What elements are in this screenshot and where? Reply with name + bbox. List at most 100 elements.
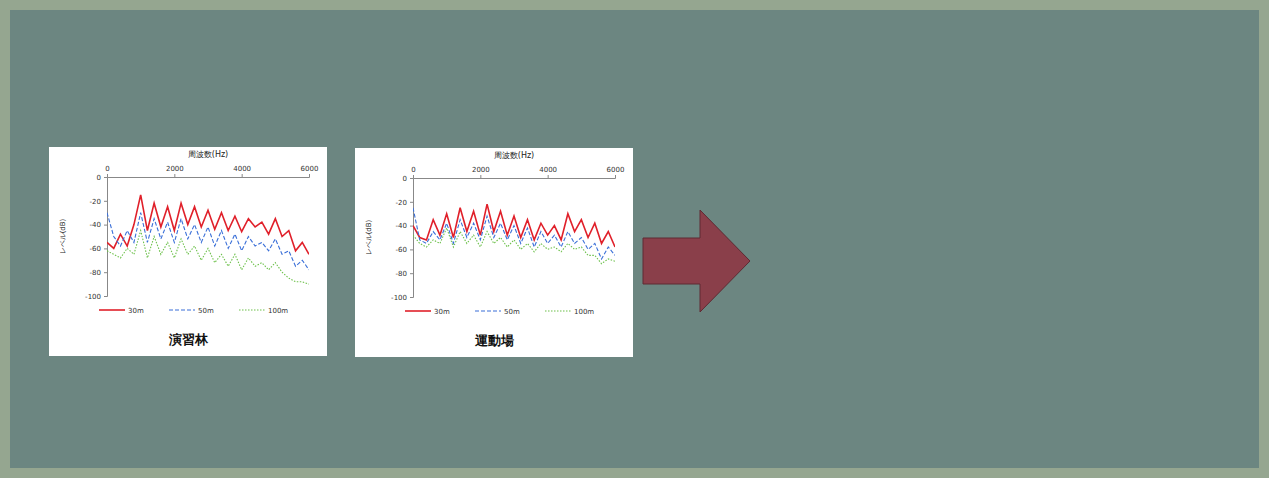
y-tick-mark	[104, 272, 107, 273]
x-axis: 0 2000 4000 6000	[105, 165, 318, 178]
x-tick: 6000	[607, 166, 625, 178]
y-axis-title: レベル(dB)	[59, 218, 67, 254]
y-tick-label: -100	[391, 294, 407, 302]
y-tick-label: -80	[396, 270, 407, 278]
x-tick-mark	[548, 175, 549, 178]
x-tick-mark	[480, 175, 481, 178]
x-tick-mark	[413, 175, 414, 178]
legend-label: 50m	[198, 307, 214, 315]
x-axis-line	[414, 175, 616, 179]
y-tick: -60	[90, 245, 107, 253]
x-tick-label: 4000	[233, 165, 251, 173]
legend: 30m 50m 100m	[405, 308, 594, 316]
y-tick: -60	[396, 246, 413, 254]
x-tick: 0	[411, 166, 415, 178]
legend-label: 50m	[504, 308, 520, 316]
x-tick: 4000	[233, 165, 251, 177]
y-tick-mark	[104, 177, 107, 178]
chart-panel: 周波数(Hz) 0 2000 4000 6000 0 -20 -40 -60 -80 -100 レベル…	[49, 147, 327, 356]
legend-label: 100m	[268, 307, 288, 315]
x-tick-mark	[242, 174, 243, 177]
legend-label: 100m	[574, 308, 594, 316]
chart-panel: 周波数(Hz) 0 2000 4000 6000 0 -20 -40 -60 -80 -100 レベル…	[355, 148, 633, 357]
legend-item: 50m	[475, 308, 520, 316]
series-line	[413, 208, 615, 259]
legend-swatch	[405, 310, 431, 312]
x-axis-title: 周波数(Hz)	[494, 151, 534, 160]
y-axis: 0 -20 -40 -60 -80 -100	[391, 175, 413, 302]
y-tick: -80	[90, 269, 107, 277]
y-tick-mark	[410, 226, 413, 227]
legend-item: 100m	[239, 307, 288, 315]
x-tick: 2000	[472, 166, 490, 178]
y-axis: 0 -20 -40 -60 -80 -100	[85, 174, 107, 301]
series-line	[107, 231, 309, 285]
arrow	[643, 210, 750, 312]
y-tick-mark	[410, 178, 413, 179]
x-tick-mark	[107, 174, 108, 177]
y-tick-label: -20	[90, 198, 101, 206]
y-tick-label: -100	[85, 293, 101, 301]
chart: 周波数(Hz) 0 2000 4000 6000 0 -20 -40 -60 -80 -100 レベル…	[355, 148, 633, 357]
x-tick-mark	[174, 174, 175, 177]
y-tick-label: -40	[90, 221, 101, 229]
y-tick-mark	[410, 297, 413, 298]
y-tick-label: -20	[396, 199, 407, 207]
x-tick-label: 4000	[539, 166, 557, 174]
legend: 30m 50m 100m	[99, 307, 288, 315]
y-tick: -40	[90, 221, 107, 229]
y-tick-label: -40	[396, 222, 407, 230]
x-tick-label: 0	[105, 165, 109, 173]
y-axis-line	[410, 179, 414, 298]
y-tick: -20	[90, 198, 107, 206]
slide-panel	[10, 10, 1259, 468]
x-tick-mark	[309, 174, 310, 177]
x-tick-label: 2000	[472, 166, 490, 174]
y-tick-label: -60	[396, 246, 407, 254]
y-tick-mark	[410, 249, 413, 250]
y-tick-mark	[104, 248, 107, 249]
x-tick: 2000	[166, 165, 184, 177]
y-tick: 0	[403, 175, 413, 183]
x-tick-label: 2000	[166, 165, 184, 173]
legend-item: 50m	[169, 307, 214, 315]
legend-swatch	[169, 309, 195, 310]
x-tick-mark	[615, 175, 616, 178]
y-tick: -100	[85, 293, 107, 301]
chart: 周波数(Hz) 0 2000 4000 6000 0 -20 -40 -60 -80 -100 レベル…	[49, 147, 327, 356]
caption: 運動場	[474, 333, 514, 348]
y-tick-label: -60	[90, 245, 101, 253]
y-axis-line	[104, 178, 108, 297]
legend-label: 30m	[128, 307, 144, 315]
x-tick: 6000	[301, 165, 319, 177]
x-tick-label: 0	[411, 166, 415, 174]
legend-item: 100m	[545, 308, 594, 316]
y-tick-label: 0	[97, 174, 101, 182]
x-tick-label: 6000	[301, 165, 319, 173]
x-tick: 4000	[539, 166, 557, 178]
plot-area	[107, 195, 309, 284]
x-axis-line	[108, 174, 310, 178]
y-tick-mark	[410, 202, 413, 203]
series-line	[413, 228, 615, 264]
y-axis-title: レベル(dB)	[365, 219, 373, 255]
y-tick: 0	[97, 174, 107, 182]
y-tick-label: 0	[403, 175, 407, 183]
legend-swatch	[99, 309, 125, 311]
legend-label: 30m	[434, 308, 450, 316]
y-tick-mark	[104, 201, 107, 202]
x-axis: 0 2000 4000 6000	[411, 166, 624, 179]
y-tick-mark	[410, 273, 413, 274]
x-tick-label: 6000	[607, 166, 625, 174]
y-tick-mark	[104, 225, 107, 226]
y-tick-label: -80	[90, 269, 101, 277]
x-axis-title: 周波数(Hz)	[188, 150, 228, 159]
y-tick: -40	[396, 222, 413, 230]
plot-area	[413, 204, 615, 264]
legend-item: 30m	[99, 307, 144, 315]
legend-swatch	[239, 309, 265, 310]
y-tick: -100	[391, 294, 413, 302]
series-line	[107, 195, 309, 255]
y-tick-mark	[104, 296, 107, 297]
legend-swatch	[475, 310, 501, 311]
